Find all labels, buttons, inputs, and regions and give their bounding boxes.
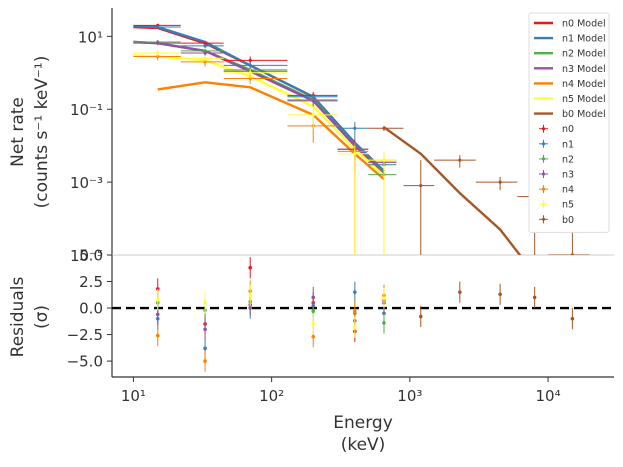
legend-label: n4 bbox=[562, 185, 574, 196]
counts-panel: 10¹ 10⁻¹ 10⁻³ 10⁻⁵ n0 Model n1 Model n2 Model n… bbox=[70, 8, 614, 265]
residual-point-b0 bbox=[418, 314, 423, 319]
counts-ytick-label: 10⁻⁵ bbox=[70, 247, 103, 265]
point-n3 bbox=[203, 51, 207, 55]
point-n5 bbox=[203, 56, 207, 60]
point-n4 bbox=[203, 60, 207, 64]
point-n3 bbox=[311, 99, 315, 103]
legend-swatch bbox=[541, 142, 546, 146]
residuals-ytick-label: −5.0 bbox=[67, 353, 103, 371]
legend-label: n2 Model bbox=[562, 49, 606, 60]
residual-point-b0 bbox=[458, 290, 462, 294]
point-n5 bbox=[382, 158, 386, 162]
point-n5 bbox=[248, 71, 252, 75]
legend-label: b0 bbox=[562, 215, 574, 226]
xtick-label: 10⁴ bbox=[536, 387, 561, 405]
point-n5 bbox=[353, 152, 357, 156]
residual-point-n1 bbox=[203, 346, 207, 351]
model-line-b0-model bbox=[383, 126, 522, 255]
residual-point-n5 bbox=[353, 325, 357, 329]
model-line-n2-model bbox=[133, 40, 385, 174]
residual-point-n5 bbox=[155, 297, 160, 302]
point-n0 bbox=[248, 58, 252, 62]
legend-swatch bbox=[541, 187, 546, 191]
residual-point-n5 bbox=[248, 293, 253, 298]
residual-point-n5 bbox=[203, 300, 207, 305]
residual-point-n4 bbox=[155, 333, 160, 338]
model-line-n4-model bbox=[157, 81, 385, 181]
residual-point-n4 bbox=[353, 309, 357, 314]
legend-label: n2 bbox=[562, 154, 574, 165]
point-n5 bbox=[156, 51, 160, 55]
legend-swatch bbox=[541, 202, 546, 206]
point-n3 bbox=[156, 41, 160, 45]
residual-point-n5 bbox=[311, 322, 316, 326]
residuals-ylabel-line1: Residuals bbox=[8, 277, 28, 358]
legend-label: n5 bbox=[562, 200, 574, 211]
counts-ytick-label: 10⁻¹ bbox=[70, 101, 103, 119]
residual-point-n2 bbox=[311, 309, 316, 314]
residual-point-b0 bbox=[498, 292, 502, 297]
point-n1 bbox=[156, 25, 160, 29]
xtick-label: 10¹ bbox=[121, 387, 146, 405]
point-n1 bbox=[203, 44, 207, 48]
residual-point-n5 bbox=[382, 296, 386, 301]
residual-point-n0 bbox=[248, 265, 253, 270]
xtick-label: 10³ bbox=[397, 387, 422, 405]
legend-label: b0 Model bbox=[562, 109, 606, 120]
point-b0 bbox=[570, 253, 574, 255]
point-n1 bbox=[248, 63, 252, 67]
legend-label: n1 bbox=[562, 139, 574, 150]
legend-label: n1 Model bbox=[562, 34, 606, 45]
residuals-panel: 5.0 2.5 0.0 −2.5 −5.0 10¹ 10² 10³ 10⁴ bbox=[67, 247, 614, 405]
point-b0 bbox=[498, 180, 502, 184]
counts-ylabel-line1: Net rate bbox=[8, 97, 28, 167]
residuals-ytick-label: 2.5 bbox=[79, 273, 103, 291]
xlabel-line2: (keV) bbox=[341, 435, 386, 455]
residual-point-n3 bbox=[311, 295, 316, 300]
xlabel-line1: Energy bbox=[333, 413, 393, 433]
legend-label: n4 Model bbox=[562, 79, 606, 90]
residual-point-b0 bbox=[532, 295, 537, 300]
residuals-ytick-label: −2.5 bbox=[67, 326, 103, 344]
residual-point-n3 bbox=[155, 312, 160, 317]
legend-swatch bbox=[541, 157, 546, 161]
residuals-ytick-label: 5.0 bbox=[79, 247, 103, 265]
residuals-ylabel-line2: (σ) bbox=[32, 305, 52, 329]
legend-label: n5 Model bbox=[562, 94, 606, 105]
legend-swatch bbox=[541, 127, 546, 131]
point-n1 bbox=[353, 126, 357, 130]
residual-point-n4 bbox=[311, 334, 316, 339]
residual-point-n3 bbox=[203, 327, 207, 332]
point-b0 bbox=[458, 158, 462, 162]
legend-swatch bbox=[541, 217, 546, 221]
counts-data bbox=[133, 23, 590, 255]
legend-label: n0 bbox=[562, 124, 574, 135]
legend-swatch bbox=[541, 172, 546, 176]
counts-ylabel-line2: (counts s⁻¹ keV⁻¹) bbox=[32, 56, 52, 209]
counts-ytick-label: 10⁻³ bbox=[70, 174, 103, 192]
legend-label: n3 bbox=[562, 170, 574, 181]
residual-point-b0 bbox=[570, 316, 575, 321]
legend-label: n3 Model bbox=[562, 64, 606, 75]
residual-point-n2 bbox=[382, 321, 386, 325]
legend-label: n0 Model bbox=[562, 19, 606, 30]
residual-point-n1 bbox=[353, 290, 357, 294]
point-n0 bbox=[203, 41, 207, 45]
residuals-ytick-label: 0.0 bbox=[79, 300, 103, 318]
counts-ytick-label: 10¹ bbox=[78, 28, 103, 46]
residuals-data bbox=[112, 257, 614, 372]
point-b0 bbox=[419, 184, 423, 188]
point-b0 bbox=[382, 126, 386, 130]
point-n5 bbox=[311, 113, 315, 117]
axis-labels: Net rate (counts s⁻¹ keV⁻¹) Residuals (σ… bbox=[8, 56, 393, 455]
xtick-label: 10² bbox=[259, 387, 284, 405]
residual-point-n4 bbox=[203, 359, 207, 363]
